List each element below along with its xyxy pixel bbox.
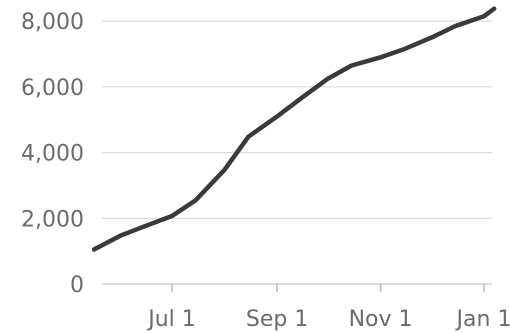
- x-tick-label: Nov 1: [349, 307, 413, 332]
- x-tick-label: Jul 1: [146, 307, 196, 332]
- series-line: [91, 6, 497, 252]
- x-axis-ticks: Jul 1 Sep 1 Nov 1 Jan 1: [146, 284, 510, 332]
- x-tick-label: Jan 1: [455, 307, 510, 332]
- x-tick-label: Sep 1: [246, 307, 308, 332]
- y-tick-label: 4,000: [21, 142, 84, 167]
- y-tick-label: 8,000: [21, 10, 84, 35]
- grid-lines: [102, 20, 492, 285]
- y-tick-label: 2,000: [21, 207, 84, 232]
- y-tick-label: 6,000: [21, 76, 84, 101]
- y-tick-label: 0: [70, 273, 84, 298]
- series-layer: [91, 6, 497, 252]
- y-axis-tick-labels: 0 2,000 4,000 6,000 8,000: [21, 10, 84, 298]
